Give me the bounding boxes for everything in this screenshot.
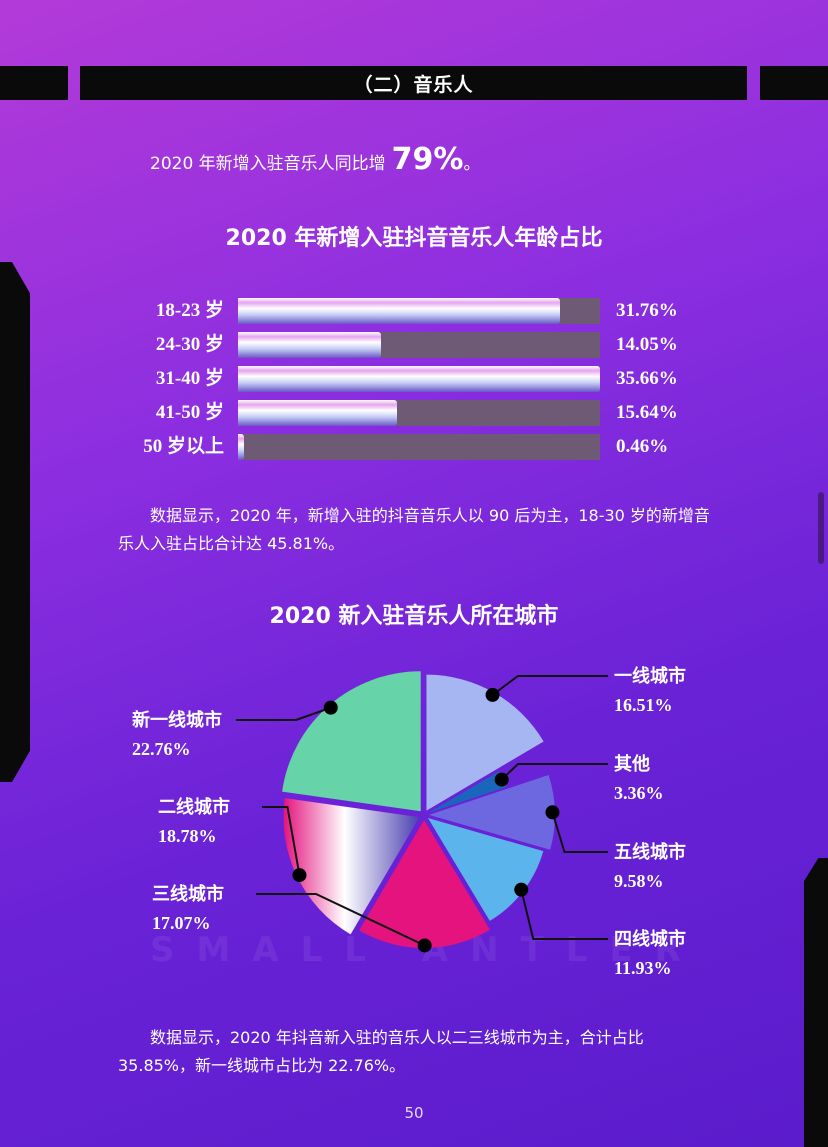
leader-dot xyxy=(514,882,529,897)
pie-label-name: 新一线城市 xyxy=(132,710,222,730)
pie-label: 三线城市 17.07% xyxy=(152,880,224,938)
intro-highlight: 79% xyxy=(391,142,464,177)
intro-suffix: 。 xyxy=(463,154,481,174)
pie-label-name: 五线城市 xyxy=(614,842,686,862)
pie-label: 其他 3.36% xyxy=(614,750,664,808)
age-bar-value: 0.46% xyxy=(616,436,669,457)
header-right-block xyxy=(760,66,828,100)
age-bar-label: 50 岁以上 xyxy=(143,436,224,457)
intro-text: 2020 年新增入驻音乐人同比增 xyxy=(150,154,386,174)
pie-label-name: 一线城市 xyxy=(614,666,686,686)
pie-slice xyxy=(359,819,490,948)
age-bar-value: 35.66% xyxy=(616,368,678,389)
pie-label-value: 9.58% xyxy=(614,871,664,891)
pie-label-name: 二线城市 xyxy=(158,797,230,817)
pie-label-value: 16.51% xyxy=(614,695,673,715)
pie-label-name: 四线城市 xyxy=(614,929,686,949)
age-chart-title: 2020 年新增入驻抖音音乐人年龄占比 xyxy=(225,226,603,251)
paragraph-city-summary: 数据显示，2020 年抖音新入驻的音乐人以二三线城市为主，合计占比 35.85%… xyxy=(118,1028,644,1075)
age-bar-label: 18-23 岁 xyxy=(155,300,224,321)
leader-dot xyxy=(485,687,500,702)
paragraph-age-summary: 数据显示，2020 年，新增入驻的抖音音乐人以 90 后为主，18-30 岁的新… xyxy=(118,506,710,553)
age-bar-row: 41-50 岁 15.64% xyxy=(0,400,828,426)
pie-label: 四线城市 11.93% xyxy=(614,925,686,983)
age-bar-track xyxy=(238,366,600,392)
age-bar-track xyxy=(238,298,600,324)
pie-label: 新一线城市 22.76% xyxy=(132,706,222,764)
age-bar-track xyxy=(238,434,600,460)
age-bar-label: 31-40 岁 xyxy=(155,368,224,389)
pie-label-value: 17.07% xyxy=(152,913,211,933)
section-title: （二）音乐人 xyxy=(353,73,474,96)
leader-dot xyxy=(323,700,338,715)
age-bar xyxy=(238,298,561,324)
pie-label: 五线城市 9.58% xyxy=(614,838,686,896)
pie-slice xyxy=(426,674,544,811)
age-bar-row: 18-23 岁 31.76% xyxy=(0,298,828,324)
pie-slice xyxy=(282,671,421,812)
city-chart-title: 2020 新入驻音乐人所在城市 xyxy=(269,604,559,629)
age-bar-track xyxy=(238,332,600,358)
header-left-block xyxy=(0,66,68,100)
pie-label-value: 3.36% xyxy=(614,783,664,803)
leader-line xyxy=(500,763,608,781)
left-side-decoration xyxy=(0,262,30,782)
right-side-decoration xyxy=(804,858,828,1147)
age-bar-row: 24-30 岁 14.05% xyxy=(0,332,828,358)
age-bar-row: 31-40 岁 35.66% xyxy=(0,366,828,392)
intro-line: 2020 年新增入驻音乐人同比增 79% 。 xyxy=(150,142,480,177)
leader-dot xyxy=(494,772,509,787)
pie-label: 二线城市 18.78% xyxy=(158,793,230,851)
age-bar-label: 41-50 岁 xyxy=(155,402,224,423)
age-bar xyxy=(238,400,397,426)
leader-dot xyxy=(545,805,560,820)
age-bar xyxy=(238,332,381,358)
leader-line xyxy=(236,706,332,721)
leader-line xyxy=(491,675,608,696)
section-header: （二）音乐人 xyxy=(80,66,747,100)
age-bar-value: 15.64% xyxy=(616,402,678,423)
pie-slice xyxy=(428,771,507,813)
age-bar xyxy=(238,434,244,460)
pie-label-name: 其他 xyxy=(614,754,650,774)
pie-slice xyxy=(428,774,555,850)
age-bar-row: 50 岁以上 0.46% xyxy=(0,434,828,460)
age-bar xyxy=(238,366,600,392)
scrollbar-thumb[interactable] xyxy=(818,492,824,564)
leader-line xyxy=(262,806,301,876)
pie-slice xyxy=(283,798,420,935)
age-bar-track xyxy=(238,400,600,426)
pie-label-value: 22.76% xyxy=(132,739,191,759)
leader-dot xyxy=(292,868,307,883)
pie-label-value: 18.78% xyxy=(158,826,217,846)
pie-slice xyxy=(427,818,544,921)
age-bar-value: 31.76% xyxy=(616,300,678,321)
pie-label-name: 三线城市 xyxy=(152,884,224,904)
page-number: 50 xyxy=(404,1104,424,1122)
age-bar-label: 24-30 岁 xyxy=(155,334,224,355)
pie-label-value: 11.93% xyxy=(614,958,672,978)
pie-label: 一线城市 16.51% xyxy=(614,662,686,720)
age-bar-value: 14.05% xyxy=(616,334,678,355)
leader-line xyxy=(551,811,608,853)
